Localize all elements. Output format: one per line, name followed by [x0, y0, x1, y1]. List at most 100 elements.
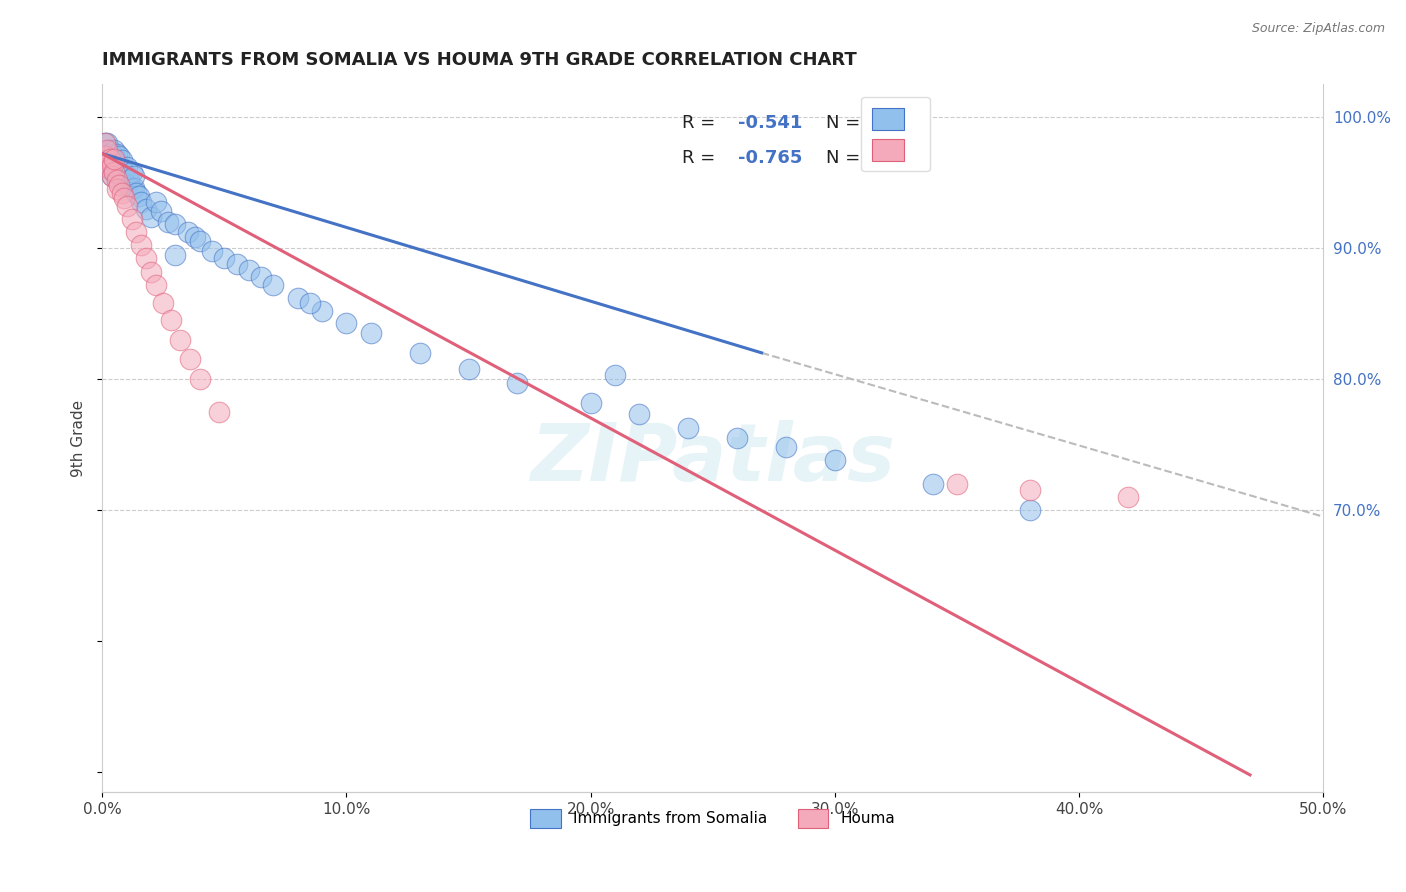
- Point: [101, 146, 124, 161]
- Point: [188, 372, 211, 386]
- Text: 73: 73: [875, 114, 900, 132]
- Point: [93, 136, 115, 150]
- Point: [946, 477, 969, 491]
- Point: [335, 316, 357, 330]
- Text: IMMIGRANTS FROM SOMALIA VS HOUMA 9TH GRADE CORRELATION CHART: IMMIGRANTS FROM SOMALIA VS HOUMA 9TH GRA…: [103, 51, 858, 69]
- Point: [118, 173, 141, 187]
- Point: [108, 168, 131, 182]
- Point: [96, 155, 118, 169]
- Point: [96, 143, 118, 157]
- Text: -0.765: -0.765: [738, 150, 803, 168]
- Point: [96, 136, 118, 150]
- Point: [93, 136, 115, 150]
- Point: [176, 225, 198, 239]
- Point: [96, 155, 118, 169]
- Point: [115, 169, 138, 183]
- Point: [108, 178, 131, 192]
- Point: [103, 165, 125, 179]
- Point: [129, 195, 152, 210]
- Text: N =: N =: [827, 150, 866, 168]
- Point: [128, 188, 150, 202]
- Text: Source: ZipAtlas.com: Source: ZipAtlas.com: [1251, 22, 1385, 36]
- Text: -0.541: -0.541: [738, 114, 803, 132]
- Point: [125, 186, 148, 200]
- Text: ZIPatlas: ZIPatlas: [530, 420, 896, 499]
- Point: [457, 361, 479, 376]
- Point: [135, 252, 157, 266]
- Point: [98, 162, 121, 177]
- Point: [145, 195, 167, 210]
- Point: [135, 202, 157, 216]
- Point: [121, 212, 143, 227]
- Point: [159, 313, 181, 327]
- Point: [103, 143, 125, 157]
- Point: [112, 165, 135, 179]
- Point: [921, 477, 943, 491]
- Point: [225, 257, 247, 271]
- Text: R =: R =: [682, 114, 721, 132]
- Point: [93, 149, 115, 163]
- Point: [1019, 503, 1042, 517]
- Point: [152, 296, 174, 310]
- Point: [101, 162, 124, 177]
- Point: [122, 169, 145, 183]
- Point: [725, 431, 748, 445]
- Point: [103, 155, 125, 169]
- Point: [628, 408, 651, 422]
- Point: [408, 346, 430, 360]
- Point: [262, 277, 284, 292]
- Legend: Immigrants from Somalia, Houma: Immigrants from Somalia, Houma: [524, 803, 901, 834]
- Point: [678, 420, 700, 434]
- Point: [1116, 490, 1139, 504]
- Point: [603, 368, 626, 383]
- Point: [360, 326, 382, 341]
- Point: [103, 149, 125, 163]
- Point: [101, 169, 124, 183]
- Point: [125, 225, 148, 239]
- Y-axis label: 9th Grade: 9th Grade: [72, 400, 86, 476]
- Point: [122, 180, 145, 194]
- Point: [111, 170, 134, 185]
- Point: [105, 155, 128, 169]
- Point: [112, 191, 135, 205]
- Point: [287, 291, 309, 305]
- Point: [165, 218, 187, 232]
- Text: R =: R =: [682, 150, 721, 168]
- Point: [250, 269, 273, 284]
- Point: [184, 230, 207, 244]
- Point: [115, 199, 138, 213]
- Point: [165, 247, 187, 261]
- Point: [157, 215, 180, 229]
- Point: [824, 453, 846, 467]
- Point: [145, 277, 167, 292]
- Point: [149, 204, 172, 219]
- Point: [121, 165, 143, 179]
- Point: [98, 149, 121, 163]
- Point: [188, 235, 211, 249]
- Point: [101, 152, 124, 166]
- Point: [112, 176, 135, 190]
- Point: [105, 165, 128, 179]
- Text: N =: N =: [827, 114, 866, 132]
- Point: [775, 440, 797, 454]
- Point: [111, 186, 134, 200]
- Point: [93, 146, 115, 161]
- Point: [111, 162, 134, 177]
- Point: [98, 162, 121, 177]
- Point: [169, 333, 191, 347]
- Point: [98, 143, 121, 157]
- Point: [108, 158, 131, 172]
- Point: [129, 238, 152, 252]
- Point: [98, 152, 121, 166]
- Point: [179, 352, 201, 367]
- Point: [101, 169, 124, 183]
- Point: [579, 395, 602, 409]
- Point: [93, 155, 115, 169]
- Point: [1019, 483, 1042, 498]
- Point: [208, 405, 231, 419]
- Point: [105, 146, 128, 161]
- Text: 31: 31: [875, 150, 900, 168]
- Point: [298, 296, 321, 310]
- Point: [115, 178, 138, 192]
- Point: [108, 149, 131, 163]
